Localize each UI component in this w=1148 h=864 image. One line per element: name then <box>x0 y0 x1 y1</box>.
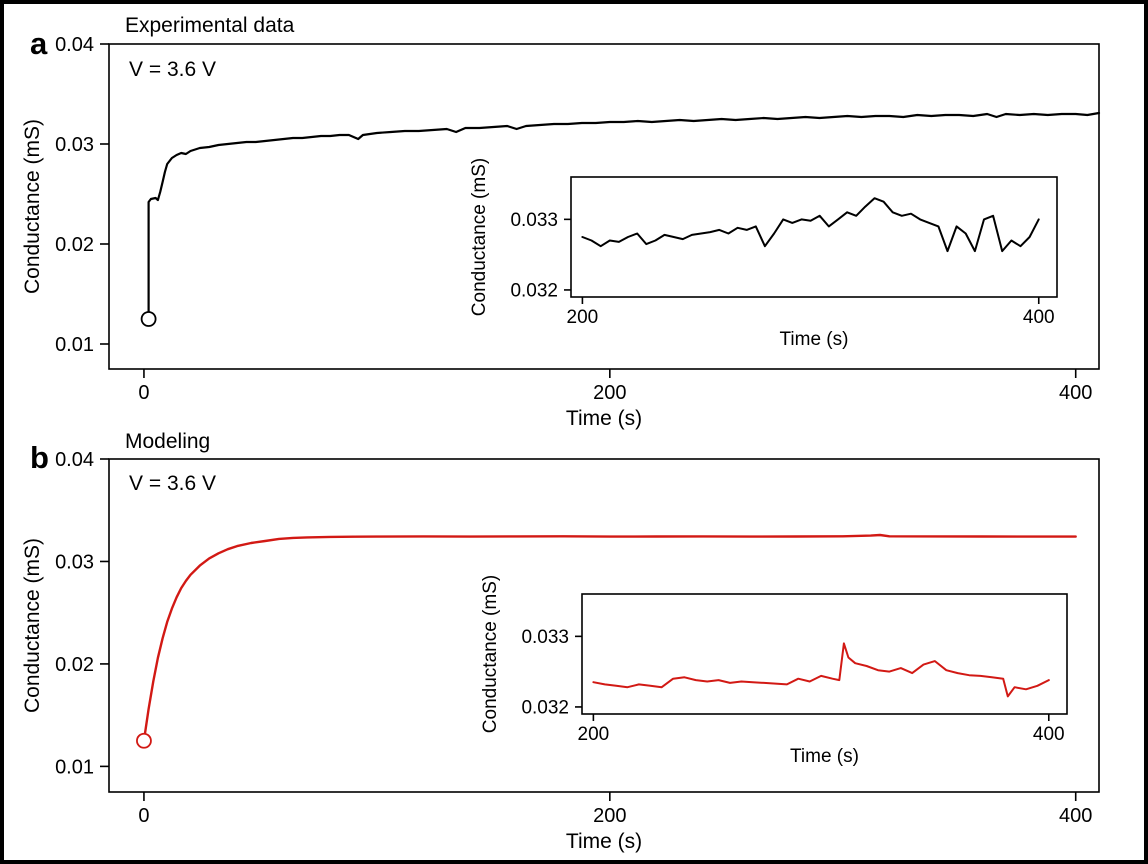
y-axis-label: Conductance (mS) <box>21 538 44 713</box>
x-axis-label: Time (s) <box>780 329 849 350</box>
y-tick-label: 0.04 <box>55 34 94 56</box>
panel-b-title: Modeling <box>125 430 211 453</box>
plot-frame <box>581 593 1068 715</box>
y-tick-label: 0.02 <box>55 654 94 676</box>
data-line <box>592 642 1050 698</box>
panel-b-label: b <box>30 440 49 475</box>
y-axis-label: Conductance (mS) <box>469 158 490 316</box>
y-tick-label: 0.032 <box>510 281 558 302</box>
y-tick-label: 0.033 <box>510 210 558 231</box>
y-axis-label: Conductance (mS) <box>21 119 44 294</box>
y-tick-label: 0.01 <box>55 334 94 356</box>
x-tick-label: 400 <box>1023 307 1055 328</box>
plot-frame <box>108 43 1100 370</box>
y-axis-label: Conductance (mS) <box>480 575 501 733</box>
x-tick-label: 200 <box>578 724 610 745</box>
x-tick-label: 400 <box>1033 724 1065 745</box>
x-tick-label: 200 <box>593 805 626 827</box>
x-tick-label: 200 <box>593 382 626 404</box>
panel-a-annotation: V = 3.6 V <box>129 58 216 81</box>
panel-b-annotation: V = 3.6 V <box>129 472 216 495</box>
x-tick-label: 200 <box>567 307 599 328</box>
x-tick-label: 400 <box>1059 805 1092 827</box>
y-tick-label: 0.032 <box>521 698 569 719</box>
data-line <box>581 197 1040 253</box>
panel-a-title: Experimental data <box>125 14 295 37</box>
x-axis-label: Time (s) <box>790 746 859 767</box>
x-axis-label: Time (s) <box>566 830 642 853</box>
y-tick-label: 0.01 <box>55 756 94 778</box>
y-tick-label: 0.04 <box>55 449 94 471</box>
x-tick-label: 0 <box>138 382 149 404</box>
start-marker <box>136 732 152 749</box>
y-tick-label: 0.02 <box>55 234 94 256</box>
x-tick-label: 0 <box>138 805 149 827</box>
y-tick-label: 0.03 <box>55 134 94 156</box>
x-axis-label: Time (s) <box>566 407 642 430</box>
x-tick-label: 400 <box>1059 382 1092 404</box>
panel-a-label: a <box>30 26 48 61</box>
y-tick-label: 0.03 <box>55 551 94 573</box>
figure-canvas: 0 200 400 0.01 0.02 0.03 0.04 Time (s) Conductan… <box>21 34 1101 853</box>
plot-frame <box>570 176 1058 298</box>
y-tick-label: 0.033 <box>521 627 569 648</box>
start-marker <box>140 311 157 327</box>
plot-frame <box>108 458 1100 793</box>
data-line <box>142 533 1077 742</box>
data-line <box>147 111 1101 321</box>
